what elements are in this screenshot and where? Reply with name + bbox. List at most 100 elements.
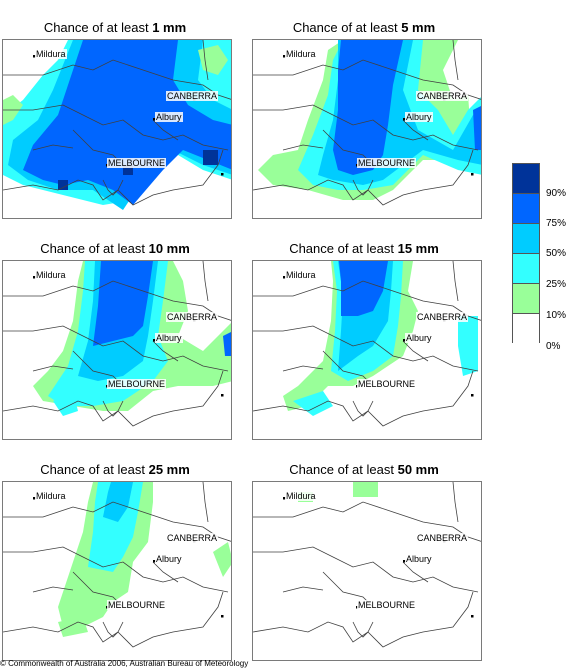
town-marker: [471, 394, 474, 397]
title-prefix: Chance of at least: [289, 241, 398, 256]
legend-swatch-50: [512, 223, 540, 253]
boundary-line: [452, 482, 459, 523]
map-canvas: [253, 261, 481, 427]
map-canvas: [253, 40, 481, 206]
title-prefix: Chance of at least: [40, 462, 149, 477]
rain-area-c75: [339, 261, 388, 316]
map-5mm: Mildura CANBERRA Albury MELBOURNE: [252, 39, 482, 219]
rain-area-c25: [88, 482, 143, 572]
boundary-line: [282, 144, 324, 151]
town-marker: [33, 55, 36, 58]
label-canberra: CANBERRA: [166, 312, 219, 322]
label-canberra: CANBERRA: [166, 91, 219, 101]
town-marker: [33, 497, 36, 500]
label-albury: Albury: [155, 112, 183, 122]
boundary-line: [102, 179, 124, 196]
boundary-line: [452, 40, 459, 81]
title-prefix: Chance of at least: [43, 20, 153, 35]
legend-label-0: 0%: [546, 341, 561, 352]
label-mildura: Mildura: [35, 491, 67, 501]
boundary-line: [152, 119, 179, 141]
map-10mm: Mildura CANBERRA Albury MELBOURNE: [2, 260, 232, 440]
title-amount: 5 mm: [401, 20, 436, 35]
panel-title-25mm: Chance of at least 25 mm: [0, 462, 230, 477]
legend-label-50: 50%: [546, 248, 567, 259]
boundary-line: [253, 325, 479, 372]
town-marker: [403, 118, 406, 121]
rain-area-c75: [93, 261, 153, 346]
label-albury: Albury: [405, 333, 433, 343]
map-canvas: [3, 261, 231, 427]
town-marker: [471, 615, 474, 618]
panel-title-15mm: Chance of at least 15 mm: [249, 241, 479, 256]
town-marker: [283, 55, 286, 58]
label-melbourne: MELBOURNE: [357, 600, 417, 610]
town-marker: [153, 339, 156, 342]
label-mildura: Mildura: [285, 49, 317, 59]
boundary-line: [253, 501, 481, 542]
label-melbourne: MELBOURNE: [107, 158, 167, 168]
boundary-line: [352, 179, 374, 196]
title-prefix: Chance of at least: [40, 241, 149, 256]
town-marker: [221, 173, 224, 176]
boundary-line: [402, 561, 429, 583]
boundary-line: [202, 40, 209, 81]
boundary-line: [3, 280, 231, 321]
label-mildura: Mildura: [35, 49, 67, 59]
legend-swatch-25: [512, 253, 540, 283]
panel-title-10mm: Chance of at least 10 mm: [0, 241, 230, 256]
rain-area-c10: [198, 45, 228, 75]
boundary-line: [32, 586, 74, 593]
label-canberra: CANBERRA: [416, 91, 469, 101]
label-mildura: Mildura: [285, 270, 317, 280]
map-canvas: [3, 482, 231, 648]
label-melbourne: MELBOURNE: [107, 600, 167, 610]
boundary-line: [152, 340, 179, 362]
label-albury: Albury: [155, 333, 183, 343]
panel-title-1mm: Chance of at least 1 mm: [0, 20, 230, 35]
legend-label-25: 25%: [546, 279, 567, 290]
map-1mm: Mildura CANBERRA Albury MELBOURNE: [2, 39, 232, 219]
boundary-line: [282, 365, 324, 372]
title-amount: 10 mm: [148, 241, 190, 256]
town-marker: [153, 560, 156, 563]
rain-area-c75: [223, 332, 231, 356]
title-prefix: Chance of at least: [289, 462, 398, 477]
probability-legend: 90% 75% 50% 25% 10% 0%: [512, 163, 566, 352]
legend-swatch-0: [512, 313, 540, 343]
boundary-line: [352, 400, 374, 417]
boundary-line: [352, 621, 374, 638]
rain-area-c75: [333, 40, 403, 175]
title-prefix: Chance of at least: [292, 20, 402, 35]
title-amount: 25 mm: [148, 462, 190, 477]
boundary-line: [402, 119, 429, 141]
boundary-line: [3, 59, 231, 100]
boundary-line: [3, 546, 229, 593]
boundary-line: [152, 561, 179, 583]
label-albury: Albury: [405, 554, 433, 564]
boundary-line: [282, 586, 324, 593]
label-mildura: Mildura: [35, 270, 67, 280]
rain-area-c10: [353, 482, 378, 497]
boundary-line: [253, 104, 479, 151]
map-15mm: Mildura CANBERRA Albury MELBOURNE: [252, 260, 482, 440]
town-marker: [403, 339, 406, 342]
title-amount: 50 mm: [397, 462, 439, 477]
label-mildura: Mildura: [285, 491, 317, 501]
boundary-line: [3, 501, 231, 542]
town-marker: [33, 276, 36, 279]
rain-area-c90: [58, 180, 68, 190]
rain-area-c25: [293, 391, 333, 416]
label-canberra: CANBERRA: [166, 533, 219, 543]
boundary-line: [3, 325, 229, 372]
rain-area-c25: [458, 316, 478, 376]
label-melbourne: MELBOURNE: [107, 379, 167, 389]
label-melbourne: MELBOURNE: [357, 379, 417, 389]
panel-title-5mm: Chance of at least 5 mm: [249, 20, 479, 35]
legend-label-10: 10%: [546, 310, 567, 321]
rain-area-c10: [213, 542, 231, 577]
legend-swatch-75: [512, 193, 540, 223]
map-50mm: Mildura CANBERRA Albury MELBOURNE: [252, 481, 482, 661]
legend-label-90: 90%: [546, 188, 567, 199]
boundary-line: [253, 280, 481, 321]
